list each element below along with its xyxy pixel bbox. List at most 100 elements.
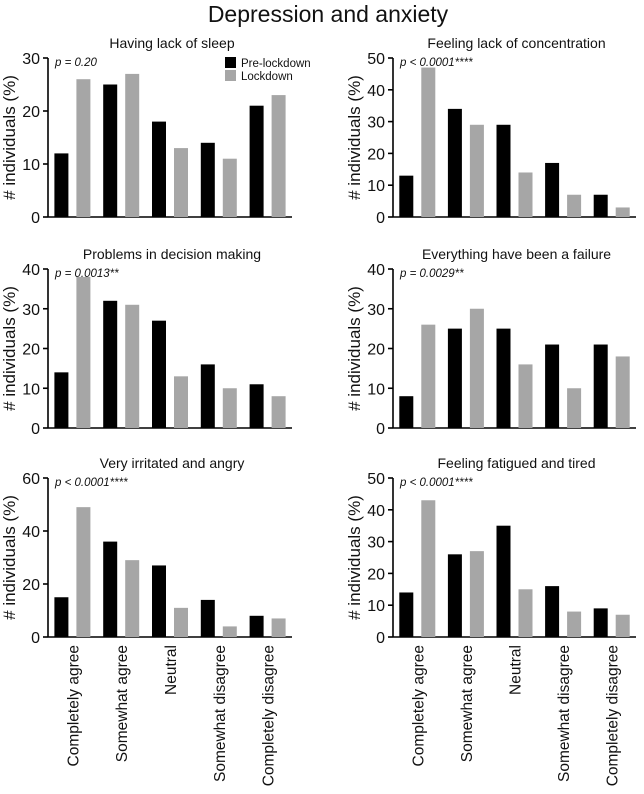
y-tick-label: 20: [367, 566, 385, 583]
x-tick-label: Completely disagree: [605, 645, 622, 786]
y-tick-label: 0: [31, 421, 40, 438]
bar-lockdown-1: [421, 67, 436, 217]
y-tick-label: 0: [376, 421, 385, 438]
bar-pre-lockdown-4: [200, 142, 215, 217]
bar-lockdown-4: [222, 388, 237, 428]
y-axis-label: # individuals (%): [0, 495, 19, 620]
y-tick-label: 20: [367, 146, 385, 163]
bar-pre-lockdown-3: [496, 328, 511, 428]
y-tick-label: 40: [367, 262, 385, 279]
chart-panel-3: Problems in decision making p = 0.0013** 0…: [0, 246, 292, 438]
bar-pre-lockdown-2: [103, 541, 118, 637]
y-tick-label: 40: [367, 503, 385, 520]
y-axis-label: # individuals (%): [345, 495, 364, 620]
y-axis-label: # individuals (%): [0, 286, 19, 411]
bar-pre-lockdown-1: [399, 175, 414, 217]
bar-lockdown-4: [567, 194, 582, 217]
y-tick-label: 30: [367, 302, 385, 319]
bar-pre-lockdown-1: [54, 372, 69, 428]
bar-lockdown-5: [271, 95, 286, 217]
bar-lockdown-4: [222, 158, 237, 217]
bar-lockdown-5: [615, 356, 630, 428]
y-tick-label: 30: [22, 51, 40, 68]
y-tick-label: 20: [22, 577, 40, 594]
chart-panel-4: Everything have been a failure p = 0.0029…: [345, 246, 636, 438]
y-tick-label: 50: [367, 471, 385, 488]
bar-lockdown-5: [271, 618, 286, 637]
bar-pre-lockdown-4: [200, 599, 215, 637]
bar-lockdown-4: [567, 611, 582, 637]
chart-panel-2: Feeling lack of concentration p < 0.0001*…: [345, 35, 636, 227]
y-tick-label: 10: [367, 381, 385, 398]
p-value-label: p = 0.20: [54, 57, 97, 69]
y-axis-label: # individuals (%): [0, 75, 19, 200]
y-tick-label: 10: [367, 598, 385, 615]
x-tick-label: Completely agree: [65, 645, 82, 766]
y-tick-label: 40: [22, 524, 40, 541]
bar-pre-lockdown-5: [593, 344, 608, 428]
bar-pre-lockdown-4: [545, 162, 560, 217]
chart-title: Having lack of sleep: [109, 35, 235, 51]
chart-panel-6: Feeling fatigued and tired p < 0.0001****…: [345, 455, 636, 786]
y-tick-label: 0: [31, 630, 40, 647]
bar-lockdown-3: [518, 172, 533, 217]
bar-lockdown-2: [125, 73, 140, 218]
bar-pre-lockdown-2: [447, 108, 462, 217]
bar-lockdown-1: [421, 500, 436, 637]
chart-panel-1: Having lack of sleep p = 0.20 0 10 20 30# ind…: [0, 35, 311, 227]
bar-lockdown-2: [125, 560, 140, 637]
bar-lockdown-4: [567, 388, 582, 428]
bar-pre-lockdown-3: [152, 121, 166, 217]
bar-pre-lockdown-5: [249, 615, 264, 637]
bar-lockdown-3: [174, 607, 188, 637]
bar-pre-lockdown-4: [200, 364, 215, 428]
bar-pre-lockdown-3: [496, 124, 511, 217]
bar-pre-lockdown-3: [152, 565, 166, 637]
bar-lockdown-5: [615, 207, 630, 217]
y-tick-label: 60: [22, 471, 40, 488]
y-tick-label: 10: [22, 381, 40, 398]
x-tick-label: Somewhat disagree: [212, 645, 229, 782]
x-tick-label: Somewhat agree: [459, 645, 476, 762]
x-tick-label: Somewhat disagree: [556, 645, 573, 782]
chart-title: Feeling fatigued and tired: [438, 455, 596, 471]
chart-panel-5: Very irritated and angry p < 0.0001**** 0 2…: [0, 455, 292, 786]
bar-pre-lockdown-5: [593, 608, 608, 637]
bar-lockdown-1: [421, 324, 436, 428]
bar-lockdown-4: [222, 626, 237, 637]
legend-swatch-lockdown: [225, 70, 236, 81]
bar-pre-lockdown-5: [249, 384, 264, 428]
legend-label-pre-lockdown: Pre-lockdown: [241, 58, 311, 70]
bar-pre-lockdown-1: [399, 592, 414, 637]
p-value-label: p = 0.0013**: [54, 268, 119, 280]
y-tick-label: 20: [22, 342, 40, 359]
bar-pre-lockdown-3: [496, 525, 511, 637]
p-value-label: p = 0.0029**: [399, 268, 464, 280]
chart-title: Everything have been a failure: [422, 246, 611, 262]
y-tick-label: 0: [31, 210, 40, 227]
y-axis-label: # individuals (%): [345, 286, 364, 411]
y-tick-label: 10: [367, 178, 385, 195]
bar-pre-lockdown-5: [593, 194, 608, 217]
bar-pre-lockdown-2: [103, 84, 118, 217]
bar-pre-lockdown-2: [447, 328, 462, 428]
legend-label-lockdown: Lockdown: [241, 71, 293, 83]
bar-lockdown-5: [615, 614, 630, 637]
bar-lockdown-3: [174, 376, 188, 428]
bar-pre-lockdown-4: [545, 344, 560, 428]
legend-swatch-pre-lockdown: [225, 57, 236, 68]
bar-lockdown-1: [76, 276, 91, 428]
bar-pre-lockdown-1: [54, 153, 69, 217]
bar-lockdown-1: [76, 507, 91, 637]
p-value-label: p < 0.0001****: [54, 477, 128, 489]
x-tick-label: Somewhat agree: [114, 645, 131, 762]
chart-title: Very irritated and angry: [100, 455, 245, 471]
y-tick-label: 40: [22, 262, 40, 279]
y-tick-label: 0: [376, 210, 385, 227]
figure-title: Depression and anxiety: [208, 1, 449, 27]
bar-lockdown-2: [125, 304, 140, 428]
y-tick-label: 30: [367, 115, 385, 132]
bar-pre-lockdown-1: [54, 597, 69, 637]
bar-pre-lockdown-4: [545, 586, 560, 637]
